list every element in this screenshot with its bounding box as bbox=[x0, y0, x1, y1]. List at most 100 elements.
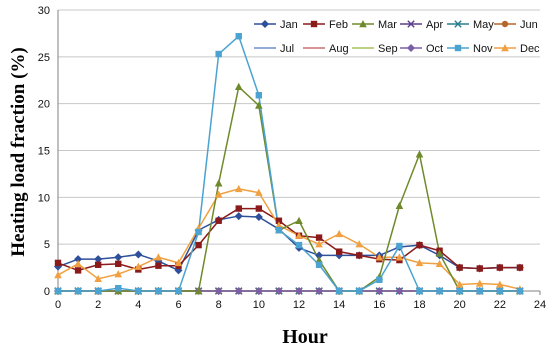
legend-label-jan: Jan bbox=[280, 19, 298, 31]
point-mar-8 bbox=[214, 179, 223, 187]
point-dec-5 bbox=[154, 253, 163, 261]
point-nov-6 bbox=[175, 287, 182, 295]
point-jan-3 bbox=[114, 253, 123, 262]
point-feb-5 bbox=[155, 262, 162, 269]
point-nov-2 bbox=[94, 287, 102, 295]
x-tick-24: 24 bbox=[534, 299, 546, 311]
point-oct-12 bbox=[295, 287, 303, 295]
y-tick-0: 0 bbox=[44, 286, 50, 298]
point-feb-13 bbox=[315, 234, 323, 241]
legend-label-sep: Sep bbox=[378, 43, 398, 55]
point-nov-8 bbox=[215, 50, 222, 58]
point-feb-21 bbox=[476, 265, 483, 272]
point-oct-10 bbox=[254, 287, 263, 295]
x-tick-10: 10 bbox=[253, 299, 265, 311]
legend-marker-mar bbox=[359, 20, 367, 28]
legend-label-jul: Jul bbox=[280, 43, 294, 55]
point-dec-19 bbox=[435, 259, 444, 268]
legend-label-nov: Nov bbox=[473, 43, 493, 55]
point-nov-4 bbox=[135, 287, 142, 295]
x-tick-2: 2 bbox=[95, 299, 101, 311]
point-dec-22 bbox=[496, 280, 504, 288]
point-oct-11 bbox=[274, 287, 283, 295]
legend-label-apr: Apr bbox=[426, 19, 443, 31]
legend-marker-dec bbox=[501, 44, 509, 52]
legend-label-feb: Feb bbox=[329, 19, 348, 31]
axes bbox=[57, 10, 541, 295]
point-nov-11 bbox=[275, 226, 283, 234]
point-nov-10 bbox=[255, 92, 263, 99]
point-feb-0 bbox=[54, 259, 62, 267]
point-nov-9 bbox=[235, 33, 242, 40]
grid-lines bbox=[58, 9, 540, 245]
point-dec-0 bbox=[54, 271, 62, 279]
point-dec-11 bbox=[275, 221, 283, 229]
legend-marker-feb bbox=[310, 20, 318, 28]
x-tick-labels: 0 2 4 6 8 10 12 14 16 18 20 22 24 bbox=[55, 299, 546, 311]
point-dec-3 bbox=[114, 270, 123, 278]
point-feb-3 bbox=[115, 260, 122, 268]
point-nov-22 bbox=[496, 287, 504, 295]
point-jan-10 bbox=[254, 213, 263, 222]
point-jan-13 bbox=[315, 251, 324, 260]
point-nov-15 bbox=[356, 287, 363, 295]
point-dec-12 bbox=[295, 231, 303, 239]
point-dec-6 bbox=[174, 258, 183, 267]
point-feb-22 bbox=[496, 264, 504, 271]
point-feb-10 bbox=[255, 205, 263, 212]
point-dec-15 bbox=[355, 240, 364, 248]
y-tick-labels: 0 5 10 15 20 25 30 bbox=[38, 5, 50, 298]
point-feb-2 bbox=[94, 261, 102, 268]
x-tick-22: 22 bbox=[494, 299, 506, 311]
point-feb-1 bbox=[74, 267, 82, 274]
point-dec-9 bbox=[234, 184, 243, 193]
point-mar-19 bbox=[435, 249, 444, 257]
series-markers bbox=[54, 33, 524, 295]
legend-label-dec: Dec bbox=[520, 43, 540, 55]
y-axis-label: Heating load fraction (%) bbox=[8, 47, 29, 257]
x-tick-4: 4 bbox=[135, 299, 141, 311]
point-feb-20 bbox=[456, 264, 463, 271]
point-dec-14 bbox=[335, 229, 343, 238]
point-nov-23 bbox=[516, 287, 524, 295]
legend-label-may: May bbox=[473, 19, 494, 31]
x-axis-label: Hour bbox=[282, 326, 328, 348]
point-oct-8 bbox=[214, 287, 223, 295]
point-nov-13 bbox=[315, 261, 323, 268]
x-tick-0: 0 bbox=[55, 299, 61, 311]
point-oct-13 bbox=[315, 287, 324, 295]
point-jan-2 bbox=[94, 255, 103, 264]
point-dec-2 bbox=[94, 274, 102, 283]
legend-marker-apr bbox=[407, 20, 415, 28]
y-tick-5: 5 bbox=[44, 239, 50, 251]
point-mar-18 bbox=[415, 150, 424, 158]
legend-label-jun: Jun bbox=[520, 19, 538, 31]
x-tick-12: 12 bbox=[293, 299, 305, 311]
point-jan-4 bbox=[134, 250, 143, 259]
point-nov-0 bbox=[54, 287, 62, 295]
point-feb-15 bbox=[356, 252, 363, 259]
point-dec-10 bbox=[255, 188, 263, 196]
point-oct-16 bbox=[375, 287, 384, 295]
point-dec-21 bbox=[475, 279, 484, 287]
point-feb-11 bbox=[275, 217, 283, 224]
point-jan-9 bbox=[234, 212, 243, 221]
point-nov-21 bbox=[476, 287, 483, 295]
x-tick-16: 16 bbox=[373, 299, 385, 311]
series-lines bbox=[57, 35, 521, 292]
x-tick-8: 8 bbox=[216, 299, 222, 311]
point-nov-19 bbox=[436, 287, 443, 295]
point-nov-18 bbox=[416, 287, 423, 295]
series-line-jan bbox=[57, 215, 520, 272]
point-nov-3 bbox=[115, 284, 122, 292]
legend-label-oct: Oct bbox=[426, 43, 443, 55]
point-jan-1 bbox=[74, 255, 83, 264]
series-line-dec bbox=[57, 188, 521, 290]
x-tick-6: 6 bbox=[175, 299, 181, 311]
point-mar-7 bbox=[194, 287, 203, 295]
legend: Jan Feb Mar Apr May Jun Jul Aug Sep Oct Nov Dec bbox=[254, 19, 540, 55]
x-tick-14: 14 bbox=[333, 299, 345, 311]
y-tick-10: 10 bbox=[38, 192, 50, 204]
point-mar-9 bbox=[234, 82, 243, 91]
